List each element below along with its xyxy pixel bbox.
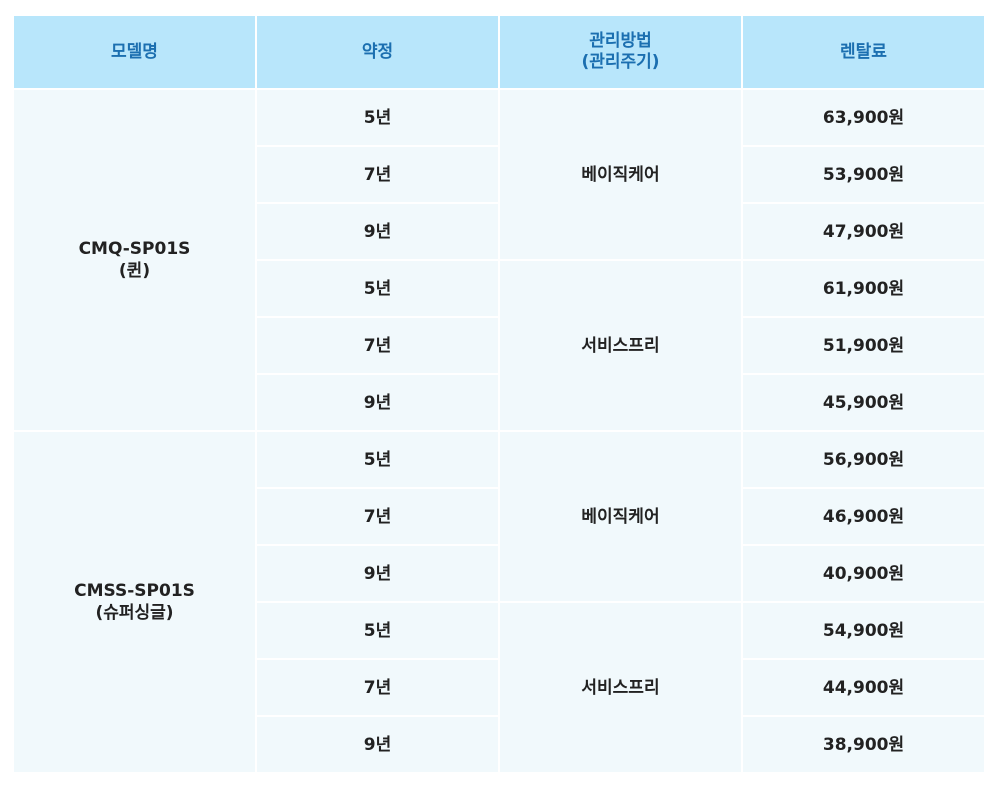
model-code: CMSS-SP01S (74, 581, 195, 601)
model-size: (퀸) (118, 261, 151, 281)
fee-cell: 44,900원 (743, 660, 984, 715)
table-row: 9년 40,900원 (14, 546, 984, 601)
table-row: 5년 서비스프리 54,900원 (14, 603, 984, 772)
table-row: 9년 45,900원 (14, 375, 984, 430)
model-code: CMQ-SP01S (78, 239, 191, 259)
term-cell: 5년 (257, 603, 498, 658)
fee-cell: 63,900원 (743, 90, 984, 145)
table-row: 9년 47,900원 (14, 204, 984, 259)
fee-cell: 56,900원 (743, 432, 984, 487)
term-cell: 7년 (257, 147, 498, 202)
rental-price-table: 모델명 약정 관리방법 (관리주기) 렌탈료 CMQ-SP01S (퀸) 5년 … (12, 14, 986, 774)
fee-cell: 40,900원 (743, 546, 984, 601)
method-cell: 베이직케어 (500, 90, 741, 259)
term-cell: 9년 (257, 546, 498, 601)
fee-cell: 53,900원 (743, 147, 984, 202)
rental-price-table-container: 모델명 약정 관리방법 (관리주기) 렌탈료 CMQ-SP01S (퀸) 5년 … (12, 14, 986, 774)
model-size: (슈퍼싱글) (95, 603, 174, 623)
term-cell: 5년 (257, 261, 498, 316)
term-cell: 9년 (257, 375, 498, 430)
method-cell: 베이직케어 (500, 432, 741, 601)
term-cell: 9년 (257, 204, 498, 259)
term-cell: 7년 (257, 660, 498, 715)
fee-cell: 47,900원 (743, 204, 984, 259)
header-management-cycle: (관리주기) (581, 52, 660, 72)
header-management-label: 관리방법 (589, 31, 652, 51)
table-row: 5년 서비스프리 61,900원 (14, 261, 984, 430)
fee-cell: 51,900원 (743, 318, 984, 373)
header-fee: 렌탈료 (743, 16, 984, 88)
method-cell: 서비스프리 (500, 603, 741, 772)
table-row: 7년 44,900원 (14, 660, 984, 715)
term-cell: 9년 (257, 717, 498, 772)
term-cell: 7년 (257, 318, 498, 373)
term-cell: 5년 (257, 90, 498, 145)
table-header-row: 모델명 약정 관리방법 (관리주기) 렌탈료 (14, 16, 984, 88)
table-row: 7년 53,900원 (14, 147, 984, 202)
fee-cell: 45,900원 (743, 375, 984, 430)
fee-cell: 46,900원 (743, 489, 984, 544)
header-contract: 약정 (257, 16, 498, 88)
term-cell: 5년 (257, 432, 498, 487)
header-management: 관리방법 (관리주기) (500, 16, 741, 88)
fee-cell: 38,900원 (743, 717, 984, 772)
header-model: 모델명 (14, 16, 255, 88)
fee-cell: 61,900원 (743, 261, 984, 316)
table-row: CMQ-SP01S (퀸) 5년 베이직케어 63,900원 (14, 90, 984, 430)
model-cell: CMSS-SP01S (슈퍼싱글) (14, 432, 255, 772)
table-row: 7년 51,900원 (14, 318, 984, 373)
model-cell: CMQ-SP01S (퀸) (14, 90, 255, 430)
table-row: CMSS-SP01S (슈퍼싱글) 5년 베이직케어 56,900원 (14, 432, 984, 772)
term-cell: 7년 (257, 489, 498, 544)
table-row: 7년 46,900원 (14, 489, 984, 544)
table-row: 9년 38,900원 (14, 717, 984, 772)
fee-cell: 54,900원 (743, 603, 984, 658)
method-cell: 서비스프리 (500, 261, 741, 430)
